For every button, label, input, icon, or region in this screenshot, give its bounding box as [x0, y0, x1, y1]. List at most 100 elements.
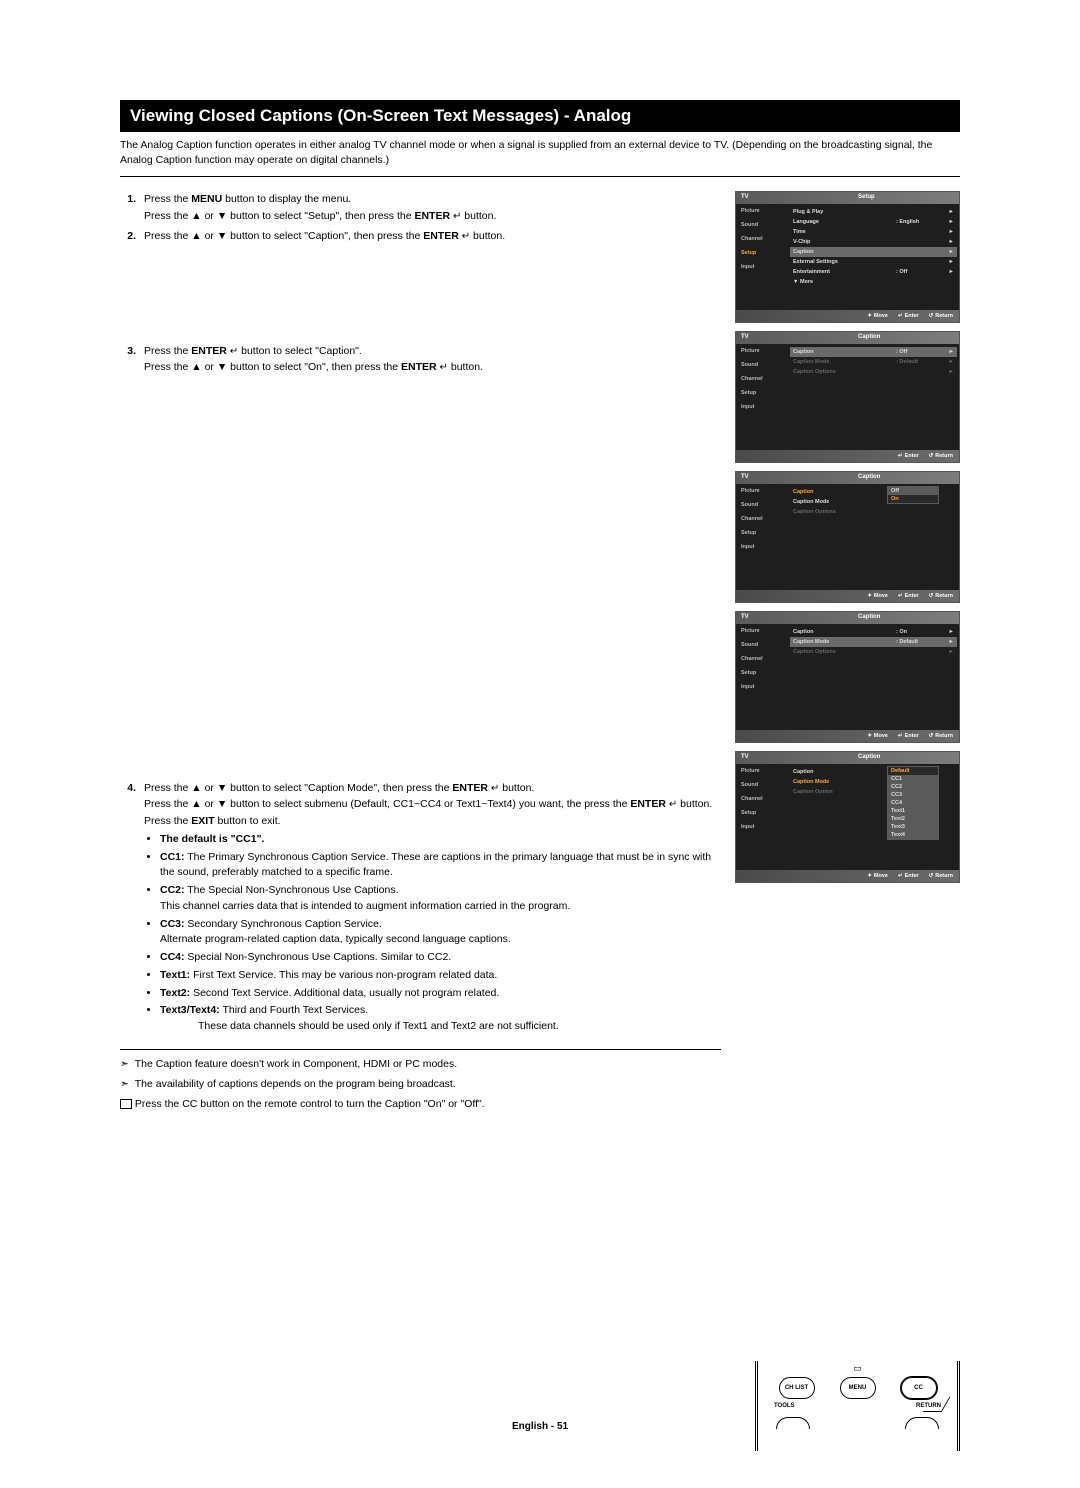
- label: Plug & Play: [793, 209, 896, 215]
- step-4: 4. Press the ▲ or ▼ button to select "Ca…: [120, 780, 721, 1041]
- sidebar-setup: Setup: [736, 806, 788, 820]
- move-hint: ✦Move: [867, 732, 888, 740]
- sidebar-channel: Channel: [736, 792, 788, 806]
- tv-label: TV: [736, 332, 788, 344]
- text: Special Non-Synchronous Use Captions. Si…: [185, 951, 452, 963]
- arrow-icon: ►: [946, 219, 954, 225]
- intro-text: The Analog Caption function operates in …: [120, 138, 960, 177]
- enter-hint: ↵Enter: [898, 592, 919, 600]
- remote-fragment: CH LIST MENU CC TOOLS RETURN: [755, 1361, 960, 1451]
- updown-icon: ✦: [867, 313, 872, 319]
- osd-column: TV Setup Picture Sound Channel Setup Inpu…: [735, 191, 960, 1451]
- opt-text4: Text4: [888, 831, 938, 839]
- text: button.: [677, 798, 712, 810]
- osd-footer: ✦Move ↵Enter ↺Return: [736, 590, 959, 602]
- value: : English: [896, 219, 946, 225]
- osd-content: Caption: Caption Mode: Caption Option De…: [788, 764, 959, 870]
- label: Caption Mode: [793, 359, 896, 365]
- label: ▼ More: [793, 279, 954, 285]
- osd-title: Caption: [788, 332, 959, 344]
- text: Second Text Service. Additional data, us…: [190, 987, 499, 999]
- spacer: [735, 891, 960, 1351]
- label: CC4:: [160, 951, 185, 963]
- osd-content: Caption: Caption Mode: Caption Options O…: [788, 484, 959, 590]
- cc3-item: CC3: Secondary Synchronous Caption Servi…: [160, 917, 721, 949]
- return-icon: ↺: [929, 313, 934, 319]
- return-hint: ↺Return: [929, 732, 953, 740]
- osd-caption-onoff-popup: TVCaption Picture Sound Channel Setup In…: [735, 471, 960, 603]
- text: Return: [935, 733, 953, 739]
- label: Text3/Text4:: [160, 1004, 220, 1016]
- page-title: Viewing Closed Captions (On-Screen Text …: [120, 100, 960, 132]
- text: Press the ▲ or ▼ button to select "Setup…: [144, 210, 414, 222]
- menu-keyword: MENU: [191, 193, 222, 205]
- sidebar-channel: Channel: [736, 232, 788, 246]
- move-hint: ✦Move: [867, 312, 888, 320]
- text: Press the ▲ or ▼ button to select "On", …: [144, 361, 401, 373]
- arrow-icon: ►: [946, 239, 954, 245]
- chlist-button: CH LIST: [779, 1377, 815, 1399]
- sidebar-input: Input: [736, 540, 788, 554]
- arrow-icon: ►: [946, 359, 954, 365]
- tools-label: TOOLS: [774, 1403, 795, 1409]
- osd-title: Caption: [788, 612, 959, 624]
- label: Time: [793, 229, 896, 235]
- caption-mode-list: The default is "CC1". CC1: The Primary S…: [144, 832, 721, 1035]
- value: : Default: [896, 639, 946, 645]
- label: Caption: [793, 249, 896, 255]
- cc4-item: CC4: Special Non-Synchronous Use Caption…: [160, 950, 721, 966]
- onoff-popup: Off On: [887, 486, 939, 504]
- text: Return: [935, 453, 953, 459]
- osd-title: Setup: [788, 192, 959, 204]
- step-number: 4.: [120, 780, 136, 1037]
- osd-header: TVCaption: [736, 332, 959, 344]
- label: Text1:: [160, 969, 190, 981]
- sidebar-input: Input: [736, 820, 788, 834]
- enter-keyword: ENTER: [191, 345, 227, 357]
- note-1: ➣ The Caption feature doesn't work in Co…: [120, 1056, 721, 1073]
- sidebar-setup: Setup: [736, 526, 788, 540]
- text: These data channels should be used only …: [160, 1020, 559, 1032]
- step-1: 1. Press the MENU button to display the …: [120, 191, 721, 228]
- sidebar-channel: Channel: [736, 512, 788, 526]
- sidebar-setup: Setup: [736, 666, 788, 680]
- sidebar-picture: Picture: [736, 624, 788, 638]
- text: Enter: [905, 593, 919, 599]
- step-number: 3.: [120, 343, 136, 376]
- arrow-icon: ►: [946, 349, 954, 355]
- row-more: ▼ More: [790, 277, 957, 287]
- page-footer: English - 51: [0, 1421, 1080, 1432]
- text: Return: [935, 873, 953, 879]
- osd-setup: TVSetup Picture Sound Channel Setup Inpu…: [735, 191, 960, 323]
- arrow-icon: ►: [946, 649, 954, 655]
- text: button.: [461, 210, 496, 222]
- osd-content: Plug & Play► Language: English► Time► V-…: [788, 204, 959, 310]
- sidebar-picture: Picture: [736, 344, 788, 358]
- tv-label: TV: [736, 612, 788, 624]
- text: Return: [935, 593, 953, 599]
- instructions-column: 1. Press the MENU button to display the …: [120, 191, 721, 1451]
- opt-cc3: CC3: [888, 791, 938, 799]
- remote-labels-row: TOOLS RETURN: [766, 1399, 949, 1409]
- osd-caption-mode-list: TVCaption Picture Sound Channel Setup In…: [735, 751, 960, 883]
- osd-header: TVCaption: [736, 752, 959, 764]
- text: Move: [874, 593, 888, 599]
- enter-keyword: ENTER: [423, 230, 459, 242]
- sidebar-picture: Picture: [736, 484, 788, 498]
- label: External Settings: [793, 259, 896, 265]
- osd-footer: ↵Enter ↺Return: [736, 450, 959, 462]
- enter-icon: ↵: [898, 873, 903, 879]
- osd-footer: ✦Move ↵Enter ↺Return: [736, 870, 959, 882]
- text: button.: [499, 782, 534, 794]
- enter-icon: ↵: [440, 360, 448, 376]
- text: Press the ▲ or ▼ button to select "Capti…: [144, 230, 423, 242]
- osd-sidebar: Picture Sound Channel Setup Input: [736, 204, 788, 310]
- osd-sidebar: Picture Sound Channel Setup Input: [736, 344, 788, 450]
- text: First Text Service. This may be various …: [190, 969, 497, 981]
- label: CC3:: [160, 918, 185, 930]
- step-3: 3. Press the ENTER ↵ button to select "C…: [120, 343, 721, 380]
- sidebar-sound: Sound: [736, 638, 788, 652]
- divider: [120, 1049, 721, 1050]
- sidebar-channel: Channel: [736, 652, 788, 666]
- text: Alternate program-related caption data, …: [160, 933, 511, 945]
